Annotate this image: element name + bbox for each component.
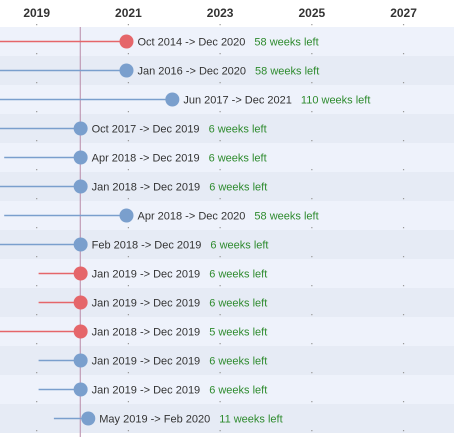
row-range-label: Jan 2016 -> Dec 2020 — [137, 66, 246, 78]
end-dot — [73, 295, 88, 310]
timeline-row: Oct 2017 -> Dec 2019 6 weeks left — [0, 121, 267, 136]
weeks-left-label: 5 weeks left — [209, 327, 267, 339]
weeks-left-label: 6 weeks left — [209, 269, 267, 281]
end-dot — [73, 179, 88, 194]
row-range-label: Jan 2018 -> Dec 2019 — [92, 327, 201, 339]
weeks-left-label: 58 weeks left — [255, 66, 319, 78]
weeks-left-label: 6 weeks left — [210, 240, 268, 252]
timeline-row: Jan 2019 -> Dec 2019 6 weeks left — [38, 295, 267, 310]
row-range-label: Jan 2019 -> Dec 2019 — [92, 269, 201, 281]
weeks-left-label: 11 weeks left — [219, 414, 282, 426]
timeline-row: Jan 2019 -> Dec 2019 6 weeks left — [38, 382, 267, 397]
tick-label: 2021 — [115, 6, 142, 20]
tick-label: 2023 — [207, 6, 234, 20]
row-stripes — [0, 27, 454, 433]
row-range-label: Jan 2019 -> Dec 2019 — [92, 356, 201, 368]
row-range-label: Jan 2018 -> Dec 2019 — [92, 182, 201, 194]
end-dot — [73, 324, 88, 339]
row-range-label: Jun 2017 -> Dec 2021 — [183, 95, 292, 107]
weeks-left-label: 6 weeks left — [209, 124, 267, 136]
row-range-label: Oct 2017 -> Dec 2019 — [92, 124, 200, 136]
row-range-label: Oct 2014 -> Dec 2020 — [137, 37, 245, 49]
row-range-label: May 2019 -> Feb 2020 — [99, 414, 210, 426]
end-dot — [73, 266, 88, 281]
end-dot — [73, 353, 88, 368]
timeline-row: Feb 2018 -> Dec 2019 6 weeks left — [0, 237, 269, 252]
timeline-row: May 2019 -> Feb 2020 11 weeks left — [53, 411, 283, 426]
tick-label: 2025 — [298, 6, 325, 20]
end-dot — [73, 382, 88, 397]
timeline-row: Jan 2019 -> Dec 2019 6 weeks left — [38, 266, 267, 281]
timeline-row: Oct 2014 -> Dec 2020 58 weeks left — [0, 34, 319, 49]
x-axis: 2019 2021 2023 2025 2027 — [23, 6, 417, 20]
row-range-label: Jan 2019 -> Dec 2019 — [92, 385, 201, 397]
timeline-row: Jun 2017 -> Dec 2021 110 weeks left — [0, 92, 371, 107]
row-range-label: Feb 2018 -> Dec 2019 — [92, 240, 202, 252]
timeline-row: Jan 2018 -> Dec 2019 5 weeks left — [0, 324, 267, 339]
row-range-label: Apr 2018 -> Dec 2019 — [92, 153, 200, 165]
timeline-row: Jan 2018 -> Dec 2019 6 weeks left — [0, 179, 267, 194]
end-dot — [73, 121, 88, 136]
timeline-row: Apr 2018 -> Dec 2019 6 weeks left — [4, 150, 267, 165]
row-range-label: Jan 2019 -> Dec 2019 — [92, 298, 201, 310]
end-dot — [73, 237, 88, 252]
end-dot — [119, 208, 134, 223]
weeks-left-label: 58 weeks left — [254, 37, 318, 49]
weeks-left-label: 6 weeks left — [209, 298, 267, 310]
end-dot — [119, 63, 134, 78]
timeline-row: Jan 2019 -> Dec 2019 6 weeks left — [38, 353, 267, 368]
tick-label: 2027 — [390, 6, 417, 20]
weeks-left-label: 110 weeks left — [301, 95, 371, 107]
timeline-row: Jan 2016 -> Dec 2020 58 weeks left — [0, 63, 319, 78]
end-dot — [73, 150, 88, 165]
end-dot — [119, 34, 134, 49]
end-dot — [165, 92, 180, 107]
tick-label: 2019 — [23, 6, 50, 20]
weeks-left-label: 58 weeks left — [254, 211, 318, 223]
timeline-row: Apr 2018 -> Dec 2020 58 weeks left — [4, 208, 319, 223]
end-dot — [81, 411, 96, 426]
weeks-left-label: 6 weeks left — [209, 385, 267, 397]
weeks-left-label: 6 weeks left — [209, 356, 267, 368]
weeks-left-label: 6 weeks left — [209, 153, 267, 165]
row-range-label: Apr 2018 -> Dec 2020 — [137, 211, 245, 223]
weeks-left-label: 6 weeks left — [209, 182, 267, 194]
